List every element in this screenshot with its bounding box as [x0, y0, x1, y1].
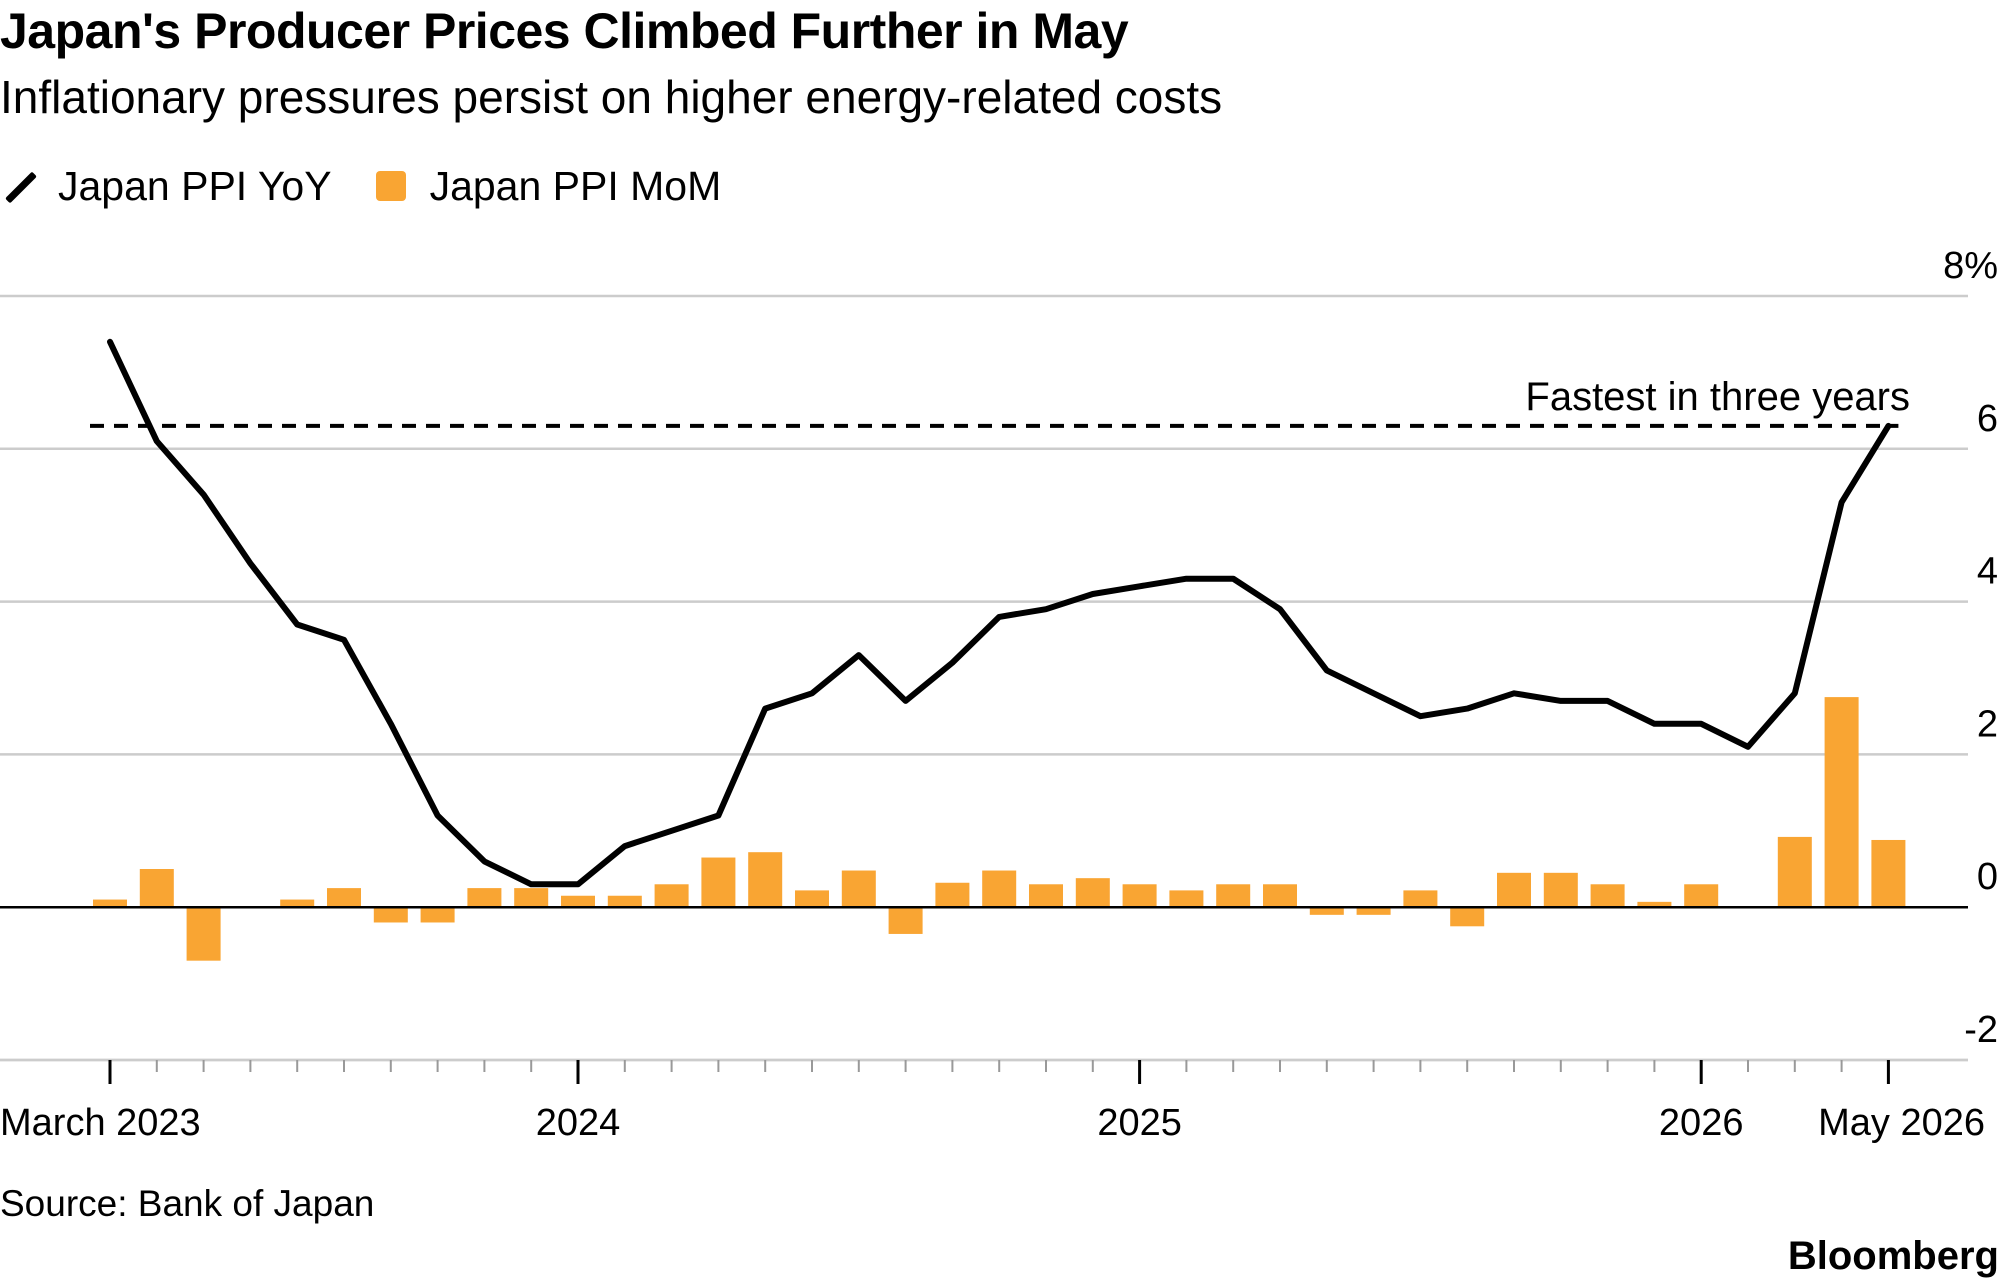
mom-bar	[280, 899, 315, 908]
legend-item-mom: Japan PPI MoM	[375, 162, 722, 210]
mom-bar	[1590, 884, 1625, 908]
mom-bar	[1356, 907, 1391, 915]
x-tick-label: 2026	[1659, 1102, 1744, 1144]
legend-item-yoy: Japan PPI YoY	[0, 163, 332, 210]
mom-bar	[1871, 839, 1906, 908]
mom-bar	[139, 869, 174, 908]
mom-bar	[748, 852, 783, 908]
mom-bar	[1122, 884, 1157, 908]
mom-bar	[420, 907, 455, 923]
bar-swatch-icon	[375, 171, 406, 201]
x-tick-label: 2024	[536, 1102, 621, 1144]
x-tick-label: 2025	[1097, 1102, 1182, 1144]
mom-bar	[1309, 907, 1344, 915]
bloomberg-logo: Bloomberg	[1787, 1234, 1999, 1278]
legend-label-yoy: Japan PPI YoY	[58, 162, 332, 209]
x-tick-label: May 2026	[1818, 1102, 1985, 1144]
y-tick-label: 8%	[1943, 245, 1998, 287]
y-tick-label: 4	[1977, 551, 1998, 593]
annotation-label: Fastest in three years	[1525, 375, 1910, 419]
mom-bar	[1029, 884, 1063, 908]
y-tick-label: 6	[1977, 398, 1998, 440]
mom-bar	[1684, 884, 1719, 908]
mom-bar	[1263, 884, 1297, 908]
chart-legend: Japan PPI YoY Japan PPI MoM	[0, 160, 765, 212]
mom-bar	[467, 888, 502, 908]
mom-bar	[1216, 884, 1251, 908]
mom-bar	[701, 857, 736, 908]
mom-bar	[1403, 890, 1438, 908]
mom-bar	[1777, 836, 1812, 908]
mom-bar	[186, 907, 221, 961]
mom-bar	[1075, 878, 1110, 908]
mom-bar	[561, 895, 595, 908]
mom-bar	[888, 907, 923, 934]
mom-bar	[1497, 872, 1531, 908]
legend-label-mom: Japan PPI MoM	[429, 162, 722, 209]
mom-bar	[1543, 872, 1578, 908]
source-note: Source: Bank of Japan	[0, 1183, 375, 1224]
mom-bar	[654, 884, 689, 908]
y-tick-label: 2	[1977, 703, 1998, 745]
mom-bar	[373, 907, 408, 923]
y-tick-label: -2	[1964, 1009, 1998, 1051]
mom-bar	[982, 870, 1017, 908]
chart-title: Japan's Producer Prices Climbed Further …	[0, 3, 1129, 59]
mom-bar	[1824, 697, 1859, 908]
mom-bar	[327, 888, 361, 908]
mom-bar	[93, 899, 127, 908]
mom-bar	[935, 882, 970, 908]
mom-bar	[795, 890, 829, 908]
chart-subtitle: Inflationary pressures persist on higher…	[0, 71, 1223, 123]
y-tick-label: 0	[1977, 856, 1998, 898]
mom-bar	[841, 870, 876, 908]
yoy-line	[107, 338, 1892, 888]
mom-bar	[607, 895, 642, 908]
mom-bar	[514, 888, 549, 908]
x-tick-label: March 2023	[0, 1102, 201, 1144]
mom-bar	[1169, 890, 1204, 908]
mom-bar	[1637, 901, 1672, 908]
mom-bar	[1450, 907, 1485, 927]
